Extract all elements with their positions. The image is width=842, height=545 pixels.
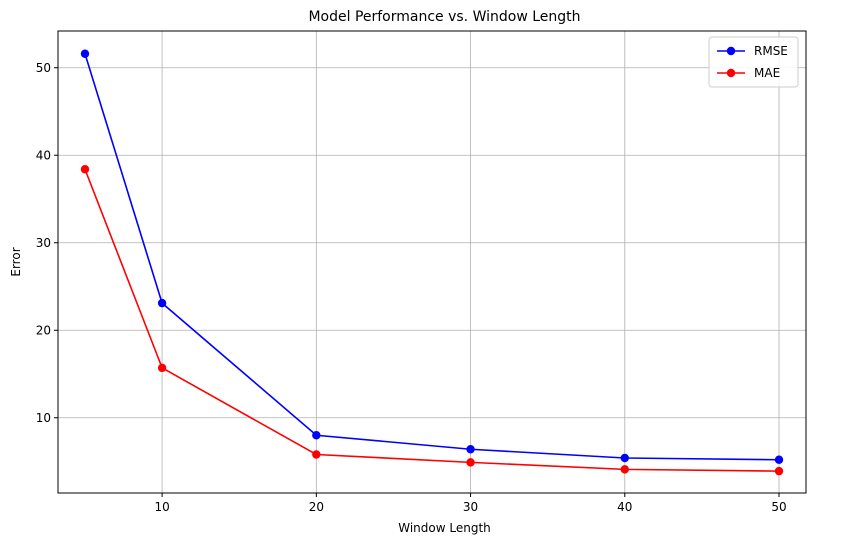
data-point-rmse xyxy=(620,453,629,463)
series-layer xyxy=(80,49,784,476)
y-tick-label: 20 xyxy=(36,323,51,337)
x-tick-label: 20 xyxy=(309,500,324,514)
y-tick-label: 30 xyxy=(36,236,51,250)
x-tick-label: 40 xyxy=(617,500,632,514)
data-point-mae xyxy=(80,165,90,174)
y-axis: 10 20 30 40 50 xyxy=(36,61,58,425)
y-tick-label: 10 xyxy=(36,411,51,425)
x-tick-label: 30 xyxy=(463,500,478,514)
data-point-mae xyxy=(620,465,629,474)
legend-label-mae: MAE xyxy=(754,66,780,80)
legend-marker-rmse xyxy=(726,46,736,56)
data-point-rmse xyxy=(774,455,784,464)
y-axis-title: Error xyxy=(9,247,23,276)
x-tick-label: 10 xyxy=(154,500,169,514)
chart-title: Model Performance vs. Window Length xyxy=(308,9,580,25)
series-line-mae xyxy=(84,168,780,472)
legend-marker-mae xyxy=(726,68,736,78)
x-tick-label: 50 xyxy=(771,500,786,514)
y-tick-label: 50 xyxy=(36,61,51,75)
data-point-rmse xyxy=(466,445,475,454)
data-point-rmse xyxy=(312,431,321,440)
legend: RMSE MAE xyxy=(708,36,799,88)
series-line-rmse xyxy=(84,53,780,461)
x-axis: 10 20 30 40 50 xyxy=(154,493,787,514)
data-point-mae xyxy=(312,450,321,459)
data-point-mae xyxy=(157,363,167,373)
plot-frame xyxy=(57,30,807,494)
data-point-mae xyxy=(466,458,475,467)
legend-label-rmse: RMSE xyxy=(754,44,788,58)
data-point-mae xyxy=(774,466,784,476)
data-point-rmse xyxy=(80,49,90,58)
data-point-rmse xyxy=(157,298,167,308)
y-tick-label: 40 xyxy=(36,148,51,162)
grid xyxy=(58,31,806,493)
x-axis-title: Window Length xyxy=(398,521,491,535)
